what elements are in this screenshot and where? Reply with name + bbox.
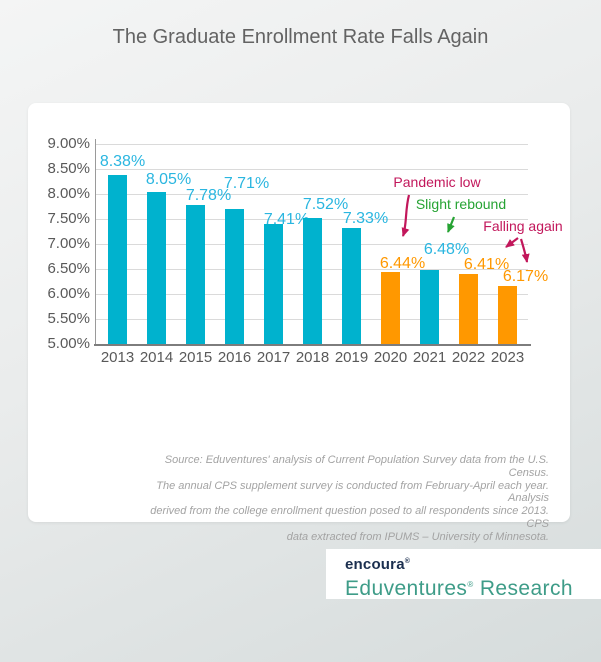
page-title: The Graduate Enrollment Rate Falls Again	[112, 26, 489, 48]
eduventures-text: Eduventures	[345, 577, 468, 600]
registered-mark-icon: ®	[404, 558, 411, 565]
pandemic-low-arrow	[401, 194, 411, 237]
encoura-wordmark: encoura®	[345, 554, 601, 573]
encoura-text: encoura	[345, 556, 405, 573]
slight-rebound-arrow	[446, 216, 456, 233]
research-text: Research	[473, 577, 573, 600]
registered-mark-icon: ®	[467, 580, 474, 589]
logo-box: encoura® Eduventures® Research	[326, 549, 601, 600]
falling-again-arrow-right	[519, 238, 530, 263]
eduventures-research-wordmark: Eduventures® Research	[345, 573, 601, 600]
falling-again-arrow-left	[505, 237, 519, 248]
source-note: Source: Eduventures' analysis of Current…	[150, 454, 549, 543]
